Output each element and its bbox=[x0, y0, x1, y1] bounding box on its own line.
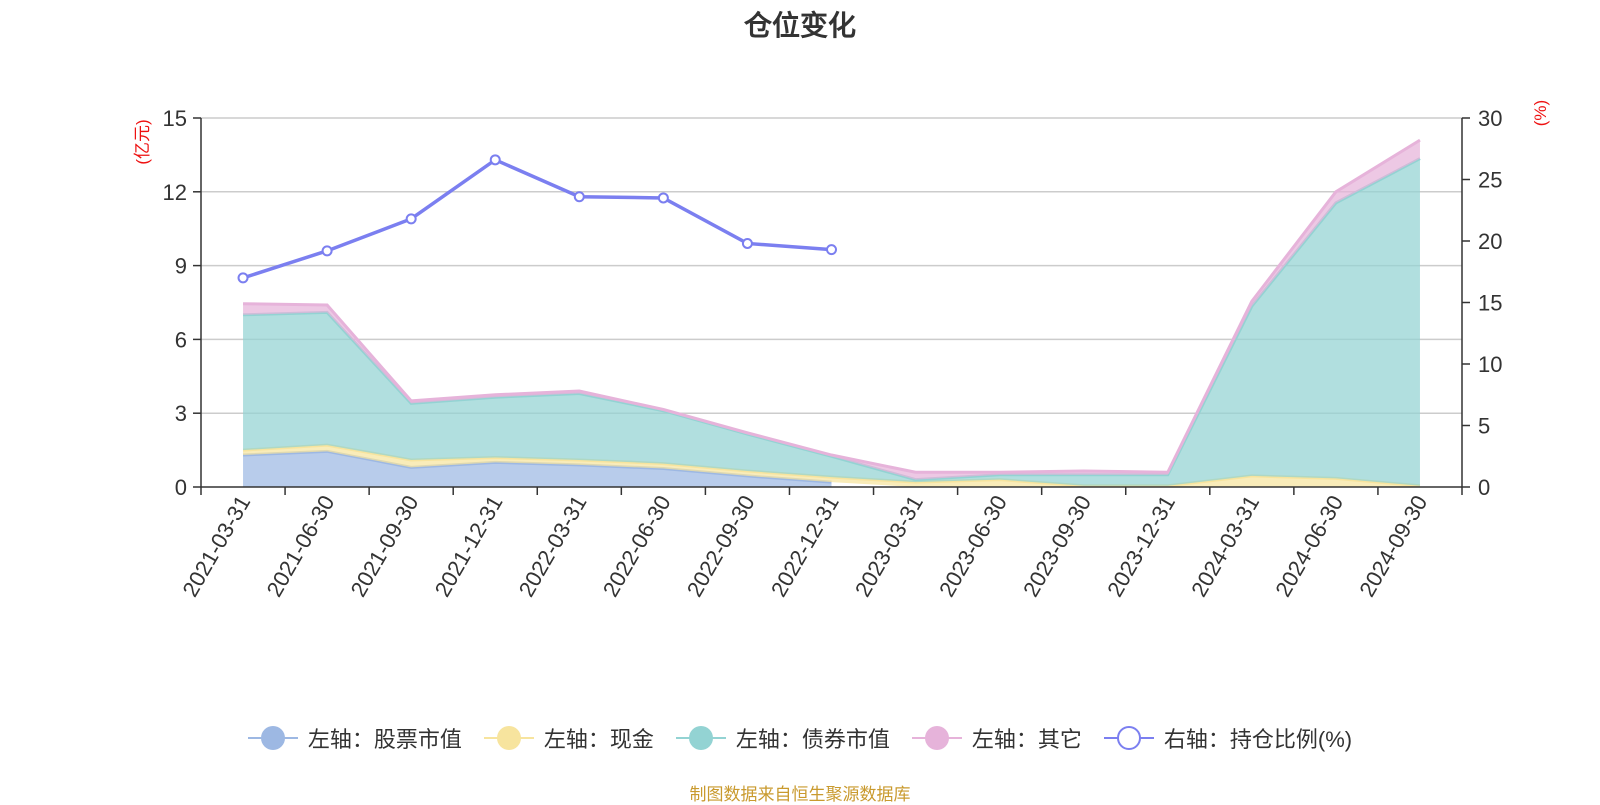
area-fill-2 bbox=[243, 158, 1420, 486]
y-left-tick-label: 0 bbox=[175, 475, 187, 500]
x-tick-label: 2022-06-30 bbox=[598, 491, 676, 601]
y-right-tick-label: 25 bbox=[1478, 168, 1502, 193]
legend-label-other: 左轴：其它 bbox=[971, 727, 1082, 752]
legend-label-bond: 左轴：债券市值 bbox=[735, 727, 890, 752]
legend-label-ratio: 右轴：持仓比例(%) bbox=[1163, 727, 1353, 752]
y-right-tick-label: 0 bbox=[1478, 475, 1490, 500]
ratio-point bbox=[741, 237, 753, 249]
y-right-unit: (%) bbox=[1531, 100, 1550, 126]
y-right-tick-label: 10 bbox=[1478, 352, 1502, 377]
ratio-point bbox=[657, 192, 669, 204]
ratio-point bbox=[826, 244, 837, 256]
x-tick-label: 2023-12-31 bbox=[1102, 491, 1180, 601]
x-tick-label: 2021-06-30 bbox=[262, 491, 340, 601]
ratio-point bbox=[237, 272, 249, 284]
legend-marker-stock bbox=[247, 726, 298, 750]
x-tick-label: 2023-06-30 bbox=[934, 491, 1012, 601]
ratio-point bbox=[573, 191, 585, 203]
ratio-point bbox=[489, 154, 501, 166]
x-tick-label: 2022-03-31 bbox=[514, 491, 592, 601]
legend-item-other[interactable]: 左轴：其它 bbox=[911, 722, 1082, 754]
y-left-tick-label: 6 bbox=[175, 327, 187, 352]
x-tick-label: 2022-12-31 bbox=[766, 491, 844, 601]
x-tick-label: 2021-03-31 bbox=[177, 491, 255, 601]
x-tick-label: 2023-09-30 bbox=[1018, 491, 1096, 601]
y-left-tick-label: 3 bbox=[175, 401, 187, 426]
legend-marker-bond bbox=[675, 726, 726, 750]
legend: 左轴：股票市值 左轴：现金 左轴：债券市值 左轴：其它 右轴：持仓比例(%) bbox=[0, 722, 1600, 754]
legend-marker-other bbox=[911, 726, 962, 750]
y-left-tick-label: 15 bbox=[163, 106, 187, 131]
x-tick-label: 2023-03-31 bbox=[850, 491, 928, 601]
legend-marker-ratio bbox=[1103, 726, 1154, 750]
legend-label-stock: 左轴：股票市值 bbox=[307, 727, 462, 752]
area-fill-0 bbox=[243, 451, 832, 487]
x-tick-label: 2024-06-30 bbox=[1270, 491, 1348, 601]
area-fill-3 bbox=[243, 140, 1420, 480]
x-tick-label: 2021-09-30 bbox=[346, 491, 424, 601]
stacked-areas bbox=[242, 138, 1421, 488]
y-left-tick-label: 12 bbox=[163, 180, 187, 205]
x-tick-label: 2024-09-30 bbox=[1354, 491, 1432, 601]
legend-item-stock[interactable]: 左轴：股票市值 bbox=[247, 722, 462, 754]
y-right-tick-label: 5 bbox=[1478, 414, 1490, 439]
x-tick-label: 2024-03-31 bbox=[1186, 491, 1264, 601]
legend-marker-cash bbox=[483, 726, 534, 750]
legend-item-ratio[interactable]: 右轴：持仓比例(%) bbox=[1103, 722, 1353, 754]
legend-item-bond[interactable]: 左轴：债券市值 bbox=[675, 722, 890, 754]
y-right-tick-label: 20 bbox=[1478, 229, 1502, 254]
area-edge-3 bbox=[243, 138, 1421, 474]
legend-item-cash[interactable]: 左轴：现金 bbox=[483, 722, 654, 754]
source-note: 制图数据来自恒生聚源数据库 bbox=[689, 785, 911, 804]
chart-title: 仓位变化 bbox=[743, 10, 856, 41]
y-right-tick-label: 30 bbox=[1478, 106, 1502, 131]
axes bbox=[193, 117, 1470, 495]
ratio-point bbox=[405, 213, 417, 225]
y-left-unit: (亿元) bbox=[133, 119, 152, 164]
y-right-tick-label: 15 bbox=[1478, 291, 1502, 316]
x-tick-label: 2021-12-31 bbox=[430, 491, 508, 601]
x-tick-label: 2022-09-30 bbox=[682, 491, 760, 601]
ratio-line-layer bbox=[237, 154, 837, 284]
ratio-point bbox=[321, 245, 333, 257]
y-left-tick-label: 9 bbox=[175, 254, 187, 279]
ratio-line bbox=[242, 157, 832, 280]
legend-label-cash: 左轴：现金 bbox=[543, 727, 654, 752]
